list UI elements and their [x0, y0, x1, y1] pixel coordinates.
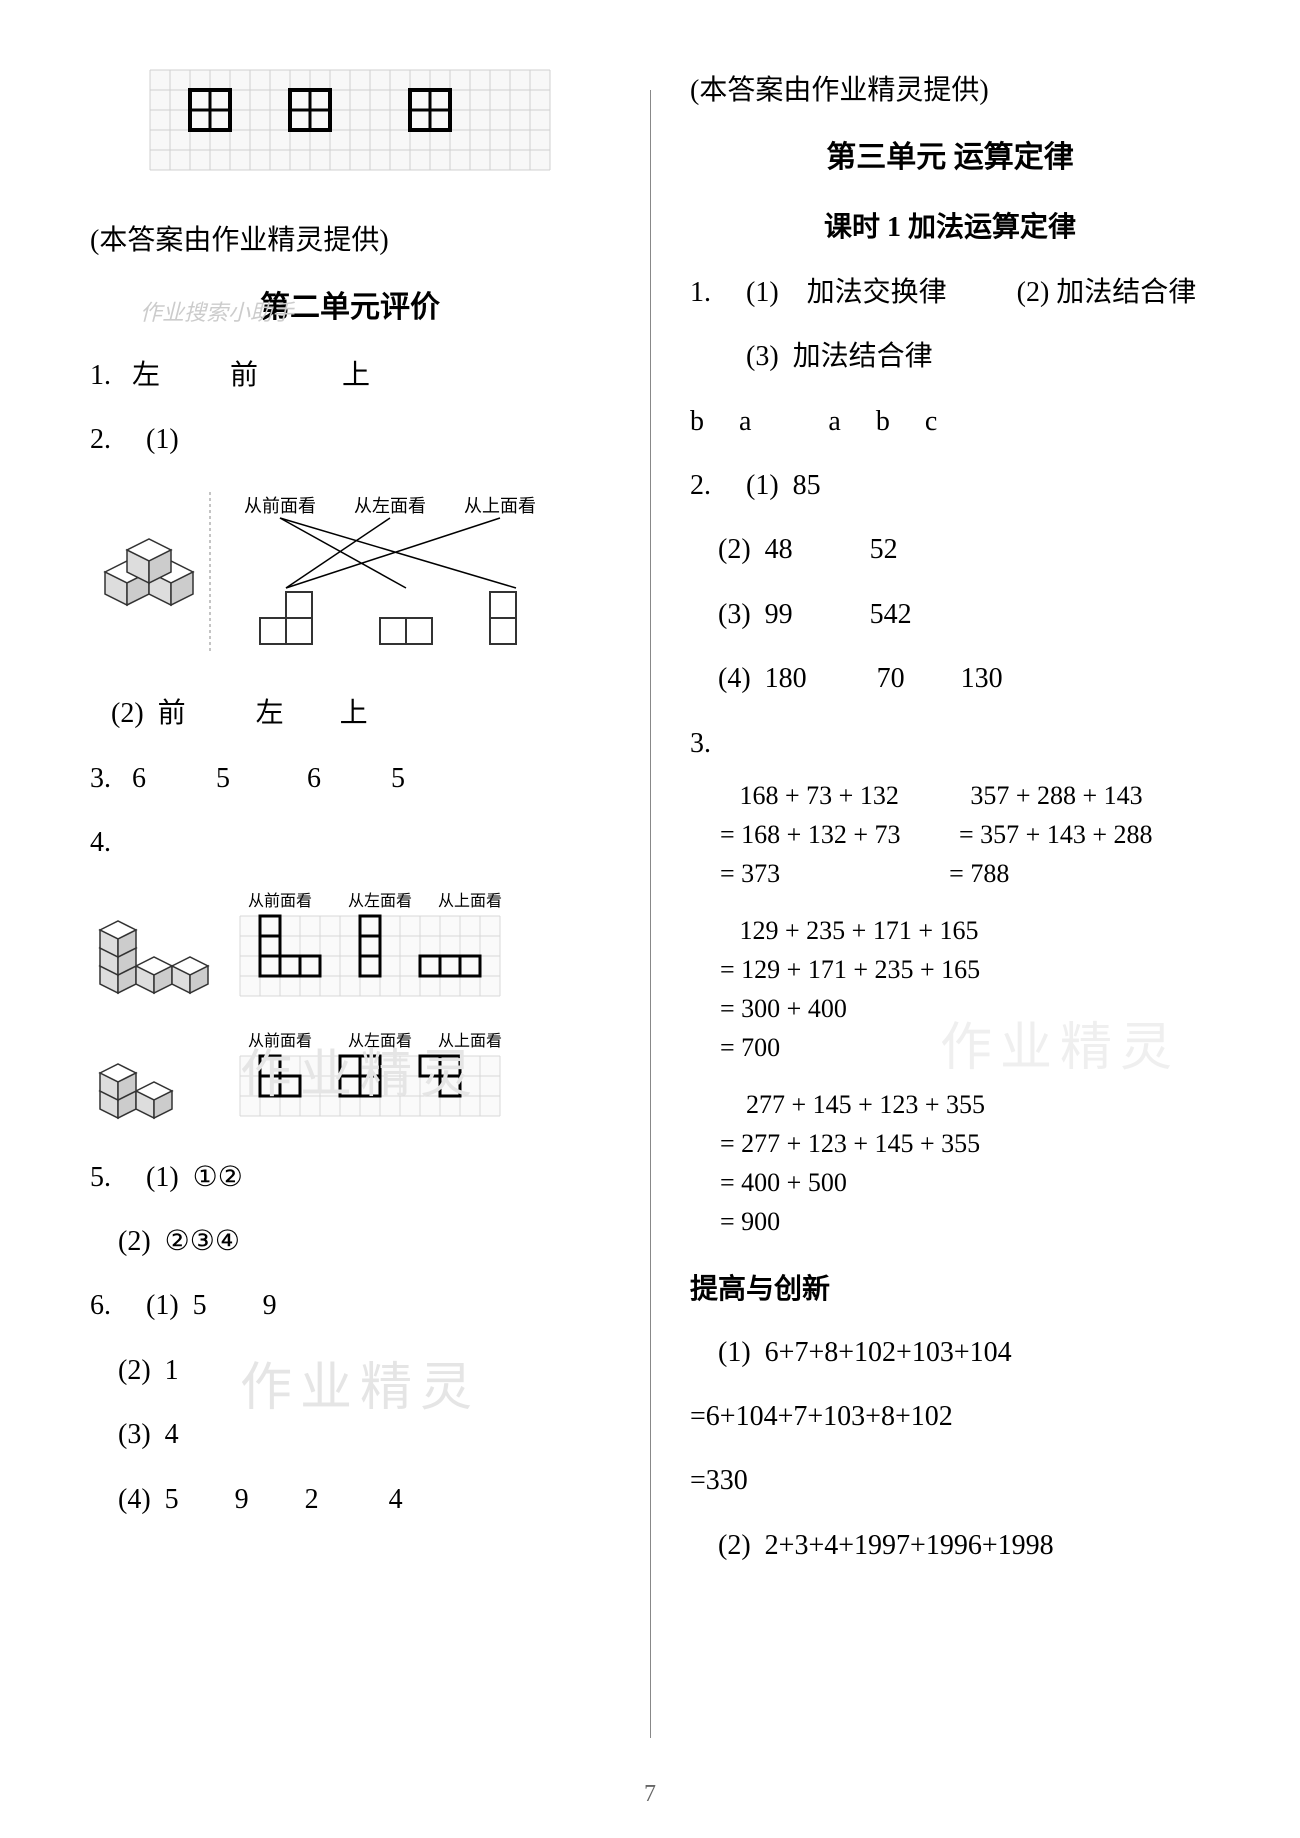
svg-text:从前面看: 从前面看: [244, 496, 316, 516]
svg-text:从上面看: 从上面看: [464, 496, 536, 516]
right-column: (本答案由作业精灵提供) 第三单元 运算定律 课时 1 加法运算定律 1. (1…: [650, 60, 1230, 1798]
provider-note-right: (本答案由作业精灵提供): [690, 60, 1210, 122]
r-q2-1: 2. (1) 85: [690, 454, 1210, 518]
imp2: (2) 2+3+4+1997+1996+1998: [690, 1514, 1210, 1578]
q6-3-answer: (3) 4: [90, 1403, 610, 1467]
matching-figure: 从前面看 从左面看 从上面看: [90, 482, 570, 662]
imp1-b: =6+104+7+103+8+102: [690, 1385, 1210, 1449]
q4-head: 4.: [90, 811, 610, 875]
svg-text:从前面看: 从前面看: [248, 1032, 312, 1050]
q2-head: 2. (1): [90, 408, 610, 472]
calc-block-2: 129 + 235 + 171 + 165= 129 + 171 + 235 +…: [690, 911, 1210, 1067]
q3-answer: 3. 6 5 6 5: [90, 747, 610, 811]
r-q1-a: 1. (1) 加法交换律 (2) 加法结合律: [690, 261, 1210, 325]
r-q1-c: b a a b c: [690, 390, 1210, 454]
r-q2-2: (2) 48 52: [690, 518, 1210, 582]
q4-figure-2: 从前面看 从左面看 从上面看: [90, 1026, 590, 1126]
calc-block-3: 277 + 145 + 123 + 355= 277 + 123 + 145 +…: [690, 1085, 1210, 1241]
calc-line: = 300 + 400: [690, 989, 1210, 1028]
imp1-a: (1) 6+7+8+102+103+104: [690, 1321, 1210, 1385]
r-q2-3: (3) 99 542: [690, 583, 1210, 647]
svg-text:从上面看: 从上面看: [438, 892, 502, 910]
calc-block-1: 168 + 73 + 132 357 + 288 + 143= 168 + 13…: [690, 776, 1210, 893]
r-q3-head: 3.: [690, 712, 1210, 776]
q5-2-answer: (2) ②③④: [90, 1210, 610, 1274]
calc-line: = 700: [690, 1028, 1210, 1067]
unit2-title: 第二单元评价: [90, 272, 610, 344]
calc-line: = 277 + 123 + 145 + 355: [690, 1124, 1210, 1163]
svg-text:从左面看: 从左面看: [354, 496, 426, 516]
top-grid-figure: [140, 60, 560, 180]
calc-line: 129 + 235 + 171 + 165: [690, 911, 1210, 950]
svg-text:从左面看: 从左面看: [348, 1032, 412, 1050]
calc-line: = 373 = 788: [690, 854, 1210, 893]
q1-answer: 1. 左 前 上: [90, 344, 610, 408]
calc-line: = 400 + 500: [690, 1163, 1210, 1202]
provider-note-left: (本答案由作业精灵提供): [90, 210, 610, 272]
left-column: (本答案由作业精灵提供) 作业搜索小助手 第二单元评价 1. 左 前 上 2. …: [70, 60, 650, 1798]
lesson-1-title: 课时 1 加法运算定律: [690, 194, 1210, 261]
q5-1-answer: 5. (1) ①②: [90, 1146, 610, 1210]
unit3-title: 第三单元 运算定律: [690, 122, 1210, 194]
imp1-c: =330: [690, 1449, 1210, 1513]
calc-line: = 900: [690, 1202, 1210, 1241]
improve-title: 提高与创新: [690, 1259, 1210, 1321]
svg-text:从上面看: 从上面看: [438, 1032, 502, 1050]
svg-text:从前面看: 从前面看: [248, 892, 312, 910]
q2-2-answer: (2) 前 左 上: [90, 682, 610, 746]
r-q2-4: (4) 180 70 130: [690, 647, 1210, 711]
page-number: 7: [644, 1781, 656, 1808]
calc-line: = 168 + 132 + 73 = 357 + 143 + 288: [690, 815, 1210, 854]
q6-4-answer: (4) 5 9 2 4: [90, 1468, 610, 1532]
calc-line: 277 + 145 + 123 + 355: [690, 1085, 1210, 1124]
q6-1-answer: 6. (1) 5 9: [90, 1274, 610, 1338]
q6-2-answer: (2) 1: [90, 1339, 610, 1403]
calc-line: = 129 + 171 + 235 + 165: [690, 950, 1210, 989]
column-divider: [650, 90, 651, 1738]
svg-text:从左面看: 从左面看: [348, 892, 412, 910]
q4-figure-1: 从前面看 从左面看 从上面看: [90, 886, 590, 1006]
r-q1-b: (3) 加法结合律: [690, 325, 1210, 389]
calc-line: 168 + 73 + 132 357 + 288 + 143: [690, 776, 1210, 815]
